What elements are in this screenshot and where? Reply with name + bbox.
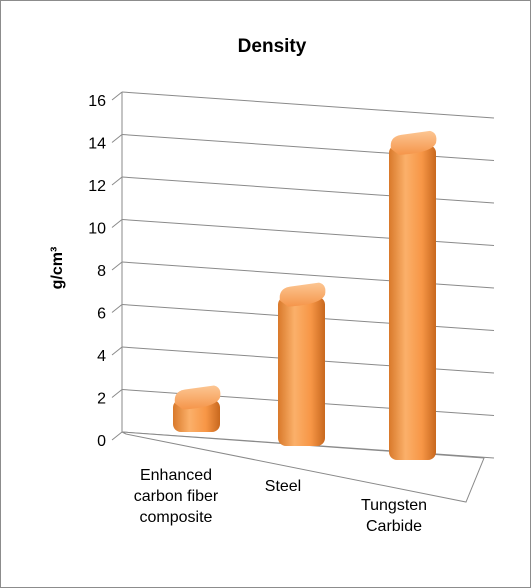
bar-body bbox=[389, 144, 436, 460]
y-tick-label: 14 bbox=[88, 136, 106, 153]
y-tick-label: 8 bbox=[97, 263, 106, 280]
y-axis-label: g/cm³ bbox=[49, 247, 66, 290]
gridline-side bbox=[111, 91, 123, 101]
y-tick-label: 10 bbox=[88, 221, 106, 238]
y-tick-label: 6 bbox=[97, 306, 106, 323]
gridline-side bbox=[111, 304, 123, 313]
gridline bbox=[121, 219, 495, 247]
gridline bbox=[121, 91, 495, 119]
y-tick-label: 2 bbox=[97, 391, 106, 408]
bar-top bbox=[174, 385, 221, 410]
bar bbox=[278, 282, 326, 446]
y-tick-label: 12 bbox=[88, 178, 106, 195]
category-label: Tungsten Carbide bbox=[361, 497, 427, 535]
y-tick-label: 16 bbox=[88, 93, 106, 110]
category-label: Enhanced carbon fiber composite bbox=[134, 467, 219, 526]
bar-top bbox=[279, 282, 326, 307]
y-tick-label: 4 bbox=[97, 348, 106, 365]
bar-top bbox=[390, 130, 437, 155]
bar bbox=[389, 130, 437, 460]
category-labels: Enhanced carbon fiber composite Steel Tungst… bbox=[134, 467, 427, 535]
gridline-side bbox=[111, 346, 123, 356]
gridline-side bbox=[111, 219, 123, 228]
y-tick-label: 0 bbox=[97, 433, 106, 450]
gridline bbox=[121, 261, 495, 289]
bar-body bbox=[278, 296, 325, 446]
bar bbox=[173, 385, 221, 432]
floor bbox=[121, 431, 485, 503]
chart-title: Density bbox=[238, 36, 307, 57]
category-label: Steel bbox=[265, 478, 301, 495]
y-tick-labels: 0 2 4 6 8 10 12 14 16 bbox=[88, 93, 106, 450]
gridline-side bbox=[111, 134, 123, 143]
gridline-side bbox=[111, 261, 123, 271]
gridline bbox=[121, 176, 495, 204]
gridlines bbox=[111, 91, 495, 503]
gridline bbox=[121, 134, 495, 162]
bars bbox=[173, 130, 437, 460]
gridline-side bbox=[111, 389, 123, 398]
gridline-side bbox=[111, 431, 123, 441]
gridline-side bbox=[111, 176, 123, 186]
